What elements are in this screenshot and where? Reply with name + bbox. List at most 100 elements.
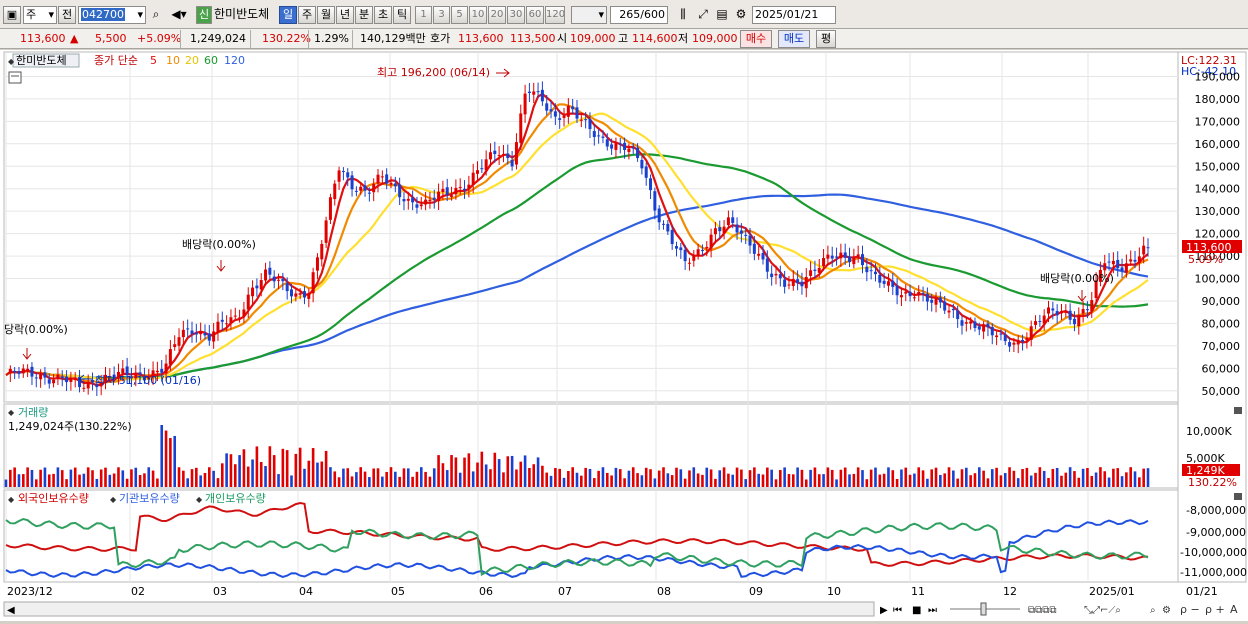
volume-bar [1103,471,1107,487]
candle-body [562,115,566,118]
period-button-4[interactable]: 분 [355,6,373,24]
period-button-5[interactable]: 초 [374,6,392,24]
sound-icon[interactable]: ◀▾ [171,7,187,21]
calculator-icon[interactable] [8,71,22,84]
candle-body [683,249,687,262]
gear-icon[interactable]: ⚙ [735,7,747,21]
candles [8,81,1150,397]
type-select[interactable]: 주 ▾ [23,6,57,24]
candle-body [39,374,43,380]
sell-button[interactable]: 매도 [778,30,810,48]
volume-bar [1142,468,1145,487]
candle-body [514,142,518,165]
layout-icon[interactable]: ⧉⧉⧉⧉ [1028,605,1057,616]
fast-forward-icon[interactable]: ⏭ [928,605,937,616]
volume-bar [156,478,159,487]
interval-button-2[interactable]: 5 [451,6,468,24]
institution-holdings-line [5,519,1149,578]
candle-body [1034,321,1038,325]
volume-bar [835,479,838,487]
interval-button-4[interactable]: 20 [488,6,506,24]
period-button-2[interactable]: 월 [317,6,335,24]
count-total: /600 [640,8,665,21]
trend-icon[interactable]: ⤢ [698,7,708,21]
market-button[interactable]: 전 [58,6,76,24]
chevron-down-icon: ▾ [48,8,54,21]
candle-body [186,328,190,330]
period-button-0[interactable]: 일 [279,6,297,24]
candle-body [454,187,458,195]
scrollbar-track[interactable] [3,601,875,617]
zoom-icon[interactable]: ⌕ [1150,605,1156,616]
ask-price-2: 113,500 [510,32,556,45]
candle-body [722,226,726,234]
volume-bar [337,477,341,487]
zoom-slider-handle[interactable] [980,602,987,616]
volume-bar [727,473,730,487]
volume-bar [298,447,302,487]
interval-button-3[interactable]: 10 [469,6,487,24]
draw-tools-icon[interactable]: ⤡⤢⌐⟋⌕ [1084,605,1121,616]
chart-area[interactable]: ◆ 한미반도체 종가 단순 5 10 20 60 120 최고 196,200 … [0,50,1248,621]
foreign-holdings-line [5,501,1149,567]
volume-bar [908,474,912,487]
candle-body [545,103,549,111]
close-icon[interactable] [1234,493,1242,500]
period-button-1[interactable]: 주 [298,6,316,24]
interval-button-6[interactable]: 60 [526,6,544,24]
price-y-labels: 190,000 180,000 170,000 160,000 150,000 140,0… [1195,70,1241,397]
candle-body [839,252,843,259]
chart-window-icon[interactable]: ▣ [3,6,21,24]
price-y-label: 70,000 [1202,340,1241,353]
volume-bar [476,462,479,487]
candle-body [999,333,1003,335]
interval-button-1[interactable]: 3 [433,6,450,24]
close-icon[interactable] [1234,407,1242,414]
candle-body [151,370,155,378]
candle-body [822,258,826,267]
candle-body [597,135,601,137]
search-icon[interactable]: ⌕ [152,7,160,21]
volume-bar [493,452,497,487]
price-y-label: 80,000 [1202,317,1241,330]
volume-bar [415,471,419,487]
rewind-icon[interactable]: ⏮ [893,605,902,616]
settings-icon[interactable]: ⚙ [1162,605,1171,616]
volume-bar [411,476,414,487]
save-icon[interactable]: ▤ [716,7,728,21]
volume-bar [952,470,955,487]
period-button-6[interactable]: 틱 [393,6,411,24]
volume-bar [454,457,458,487]
candle-body [757,253,761,256]
candle-body [147,377,151,380]
count-input[interactable]: 265/600 [610,6,668,24]
interval-button-5[interactable]: 30 [507,6,525,24]
period-button-3[interactable]: 년 [336,6,354,24]
price-y-label: 130,000 [1195,205,1241,218]
volume-bar [216,478,220,487]
interval-select[interactable]: ▾ [571,6,607,24]
scroll-right-icon[interactable]: ▶ [880,605,888,616]
zoom-out-icon[interactable]: ρ − [1180,603,1200,616]
volume-bar [65,479,68,487]
eval-button[interactable]: 평 [816,30,836,48]
interval-button-0[interactable]: 1 [415,6,432,24]
font-size-icon[interactable]: A [1230,603,1238,616]
candle-body [908,291,912,297]
stock-chart[interactable]: ◆ 한미반도체 종가 단순 5 10 20 60 120 최고 196,200 … [0,50,1248,621]
volume-bar [891,470,895,487]
buy-button[interactable]: 매수 [740,30,772,48]
zoom-in-icon[interactable]: ρ + [1205,603,1225,616]
candle-body [1047,307,1051,314]
date-input[interactable]: 2025/01/21 [752,6,836,24]
scroll-left-icon[interactable]: ◀ [7,605,15,616]
candle-body [614,143,618,150]
stop-icon[interactable]: ■ [912,605,921,616]
candle-body [1146,247,1150,249]
interval-button-7[interactable]: 120 [545,6,565,24]
volume-tag-box [1182,464,1240,476]
stock-code-input[interactable]: 042700 ▾ [78,6,146,24]
high-label: 고 [618,32,629,45]
candle-body [817,268,821,273]
candle-icon[interactable]: ⫼ [680,7,686,21]
